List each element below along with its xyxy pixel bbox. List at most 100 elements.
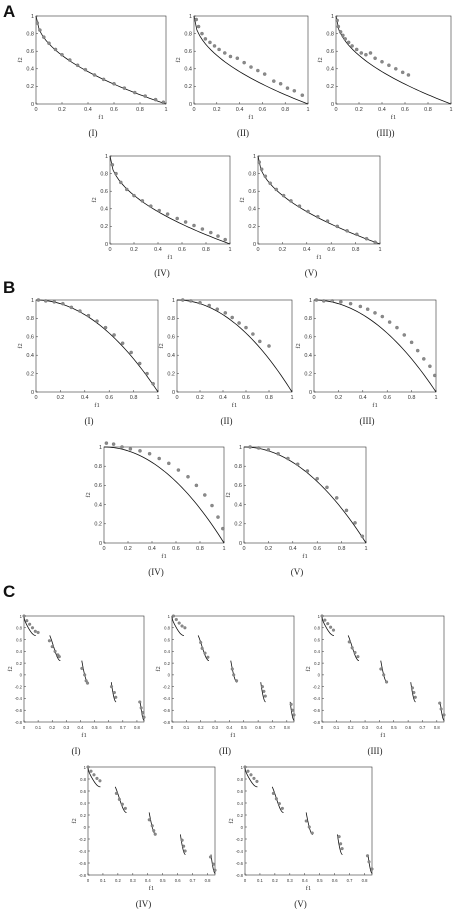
y-tick-label: 0 <box>84 825 87 830</box>
x-tick-label: 0.7 <box>120 725 126 730</box>
x-tick-label: 0.4 <box>219 395 227 401</box>
data-point <box>387 63 391 68</box>
x-tick-label: 0 <box>23 725 26 730</box>
x-tick-label: 0.2 <box>348 725 354 730</box>
y-tick-label: 0.6 <box>326 49 334 55</box>
data-point <box>346 40 351 45</box>
x-tick-label: 0.8 <box>196 546 204 552</box>
x-tick-label: 0.3 <box>212 725 218 730</box>
data-point <box>433 373 437 378</box>
data-point <box>198 301 202 305</box>
data-point <box>117 797 121 801</box>
data-point <box>267 344 271 348</box>
y-tick-label: 0.6 <box>184 49 192 55</box>
data-point <box>289 199 293 203</box>
y-tick-label: 0.2 <box>237 813 243 818</box>
x-tick-label: 0 <box>87 878 90 883</box>
plot-svg: 0 0.2 0.4 0.6 0.8 1 0 0.2 0.4 0.6 0.8 1 f1 f2 <box>175 14 310 121</box>
x-tick-label: 0.4 <box>78 725 84 730</box>
data-point <box>138 700 142 704</box>
x-tick-label: 0.6 <box>401 107 409 113</box>
x-tick-label: 0.6 <box>172 546 180 552</box>
data-point <box>278 82 283 86</box>
x-axis-label: f1 <box>302 553 307 560</box>
data-point <box>60 52 64 57</box>
section-letter-c: C <box>3 582 16 601</box>
data-point <box>192 223 196 228</box>
y-tick-label: -0.8 <box>79 873 87 878</box>
data-point <box>22 614 26 618</box>
panel-label: (II) <box>220 416 233 426</box>
y-tick-label: 1 <box>31 14 34 20</box>
data-point <box>295 462 300 467</box>
data-point <box>120 341 125 345</box>
panel-label: (V) <box>290 567 304 577</box>
chart-panel-a-i: 0 0.2 0.4 0.6 0.8 1 0 0.2 0.4 0.6 0.8 1 f1 f2 (I) <box>14 12 172 142</box>
y-tick-label: 0 <box>253 242 256 248</box>
y-tick-label: 0.6 <box>26 335 34 341</box>
x-tick-label: 0.8 <box>205 878 211 883</box>
data-point <box>292 713 296 717</box>
plot-frame <box>335 15 452 105</box>
data-point <box>112 691 116 695</box>
panel-label: (V) <box>304 268 318 278</box>
data-point <box>216 234 220 238</box>
x-axis-label: f1 <box>316 254 321 261</box>
data-point <box>42 35 46 39</box>
y-tick-label: 1 <box>20 614 23 619</box>
y-axis-label: f2 <box>71 818 78 823</box>
x-tick-label: 0.2 <box>198 725 204 730</box>
y-tick-label: 0.2 <box>184 84 192 90</box>
x-tick-label: 0 <box>34 395 37 401</box>
data-point <box>216 515 220 519</box>
y-tick-label: 0.4 <box>164 649 170 654</box>
y-tick-label: 0.2 <box>326 84 334 90</box>
data-point <box>271 791 275 795</box>
y-tick-label: 0.8 <box>314 626 320 631</box>
x-tick-label: 1 <box>290 395 293 401</box>
data-point <box>78 309 82 313</box>
data-point <box>147 451 152 456</box>
data-point <box>251 332 255 336</box>
y-tick-label: -0.4 <box>236 849 244 854</box>
data-point <box>199 640 203 645</box>
plot-frame <box>23 615 145 723</box>
data-point <box>203 37 208 41</box>
data-point <box>266 448 271 452</box>
data-point <box>196 24 201 29</box>
y-tick-label: 1 <box>318 614 321 619</box>
true-front-line <box>109 155 231 245</box>
y-tick-label: 0.4 <box>248 207 256 213</box>
y-tick-label: 0.4 <box>16 649 22 654</box>
data-point <box>263 174 268 178</box>
data-point <box>277 802 281 806</box>
y-tick-label: 0.2 <box>26 371 34 377</box>
data-point <box>258 339 262 344</box>
y-tick-label: 0 <box>105 242 108 248</box>
y-tick-label: 1 <box>99 445 102 451</box>
panel-label: (I) <box>84 416 94 426</box>
data-point <box>243 765 247 769</box>
y-tick-label: 0.6 <box>94 483 102 489</box>
plot-svg: 0 0.2 0.4 0.6 0.8 1 0 0.2 0.4 0.6 0.8 1 f1 f2 <box>225 445 368 560</box>
true-front-line <box>244 766 258 788</box>
data-point <box>380 60 384 64</box>
data-point <box>292 89 297 93</box>
data-point <box>370 867 374 871</box>
x-axis-label: f1 <box>372 402 377 409</box>
y-axis-label: f2 <box>17 57 24 62</box>
x-tick-label: 1 <box>222 546 225 552</box>
x-tick-label: 0.6 <box>332 878 338 883</box>
y-tick-label: 0.6 <box>314 637 320 642</box>
y-tick-label: 0.4 <box>26 353 34 359</box>
x-tick-label: 0.1 <box>183 725 189 730</box>
x-axis-label: f1 <box>161 553 166 560</box>
data-point <box>189 299 193 303</box>
chart-panel-b-iii: 0 0.2 0.4 0.6 0.8 1 0 0.2 0.4 0.6 0.8 1 f1 f2 (III) <box>292 296 442 430</box>
data-point <box>410 686 414 690</box>
x-tick-label: 0.4 <box>154 247 162 253</box>
data-point <box>123 806 127 810</box>
plot-svg: 0 0.2 0.4 0.6 0.8 1 0 0.2 0.4 0.6 0.8 1 f1 f2 <box>17 14 168 121</box>
x-tick-label: 0.5 <box>160 878 166 883</box>
data-point <box>133 90 137 95</box>
